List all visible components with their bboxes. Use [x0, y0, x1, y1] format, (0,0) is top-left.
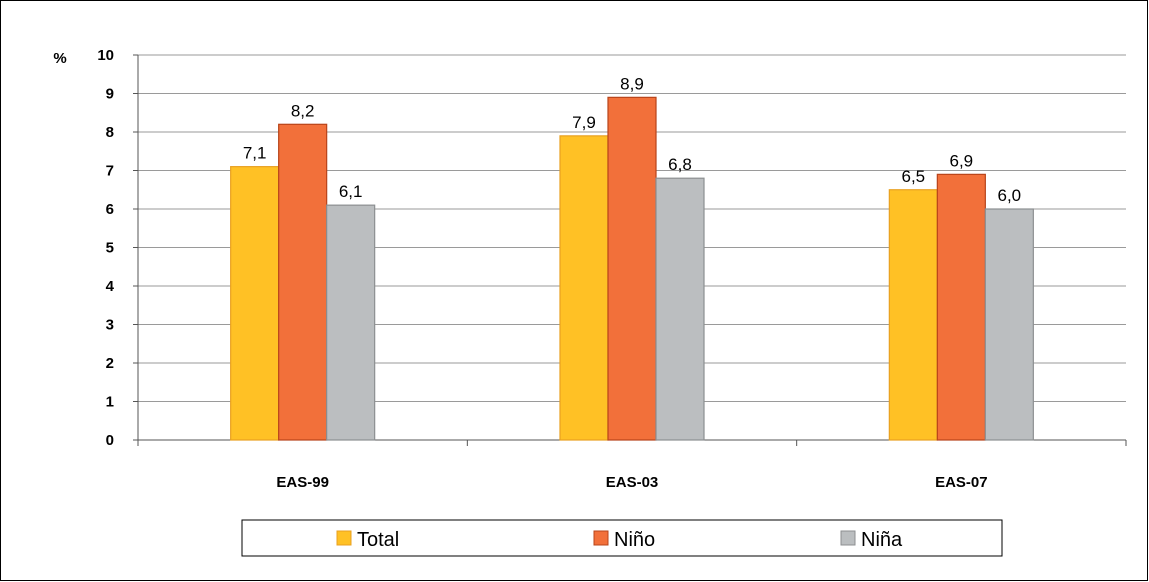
y-tick-label: 10 [97, 47, 114, 64]
x-category-label: EAS-03 [606, 474, 659, 491]
y-tick-label: 0 [106, 432, 114, 449]
bar-ni-a-eas-03 [655, 177, 705, 441]
y-tick-label: 7 [106, 163, 114, 180]
y-tick-label: 6 [106, 201, 114, 218]
y-tick-label: 5 [106, 240, 114, 257]
legend-swatch [336, 530, 352, 546]
legend-label: Total [357, 529, 399, 551]
legend-swatch [840, 530, 856, 546]
x-category-label: EAS-99 [276, 474, 329, 491]
data-label: 6,8 [668, 155, 692, 174]
data-labels: 7,1 8,2 6,1 7,9 8,9 6,8 6,5 6,9 6,0 [243, 74, 1021, 205]
x-category-label: EAS-07 [935, 474, 988, 491]
axes: 0 1 2 3 4 5 6 7 8 9 10% EAS-99 EAS-03 EAS-07 [53, 47, 1127, 491]
bar-ni-o-eas-99 [278, 123, 328, 441]
y-tick-label: 9 [106, 86, 114, 103]
y-tick-label: 8 [106, 124, 114, 141]
y-axis-label: % [53, 50, 66, 67]
bars [230, 96, 1034, 441]
y-tick-label: 4 [106, 278, 115, 295]
bar-ni-o-eas-03 [607, 96, 657, 441]
bar-ni-a-eas-07 [984, 208, 1034, 441]
data-label: 7,1 [243, 144, 267, 163]
bar-total-eas-99 [230, 166, 280, 441]
data-label: 6,5 [902, 167, 926, 186]
data-label: 6,1 [339, 182, 363, 201]
bar-total-eas-03 [559, 135, 609, 441]
data-label: 6,9 [950, 151, 974, 170]
data-label: 7,9 [572, 113, 596, 132]
y-tick-label: 3 [106, 317, 114, 334]
data-label: 6,0 [998, 186, 1022, 205]
legend-label: Niño [614, 529, 655, 551]
bar-ni-a-eas-99 [326, 204, 376, 441]
y-tick-label: 2 [106, 355, 114, 372]
legend-label: Niña [861, 529, 903, 551]
y-tick-label: 1 [106, 394, 114, 411]
legend-box [241, 519, 1003, 557]
data-label: 8,9 [620, 74, 644, 93]
legend-swatch [593, 530, 609, 546]
legend: Total Niño Niña [241, 519, 1003, 557]
bar-total-eas-07 [888, 189, 938, 441]
data-label: 8,2 [291, 101, 315, 120]
bar-ni-o-eas-07 [936, 173, 986, 441]
